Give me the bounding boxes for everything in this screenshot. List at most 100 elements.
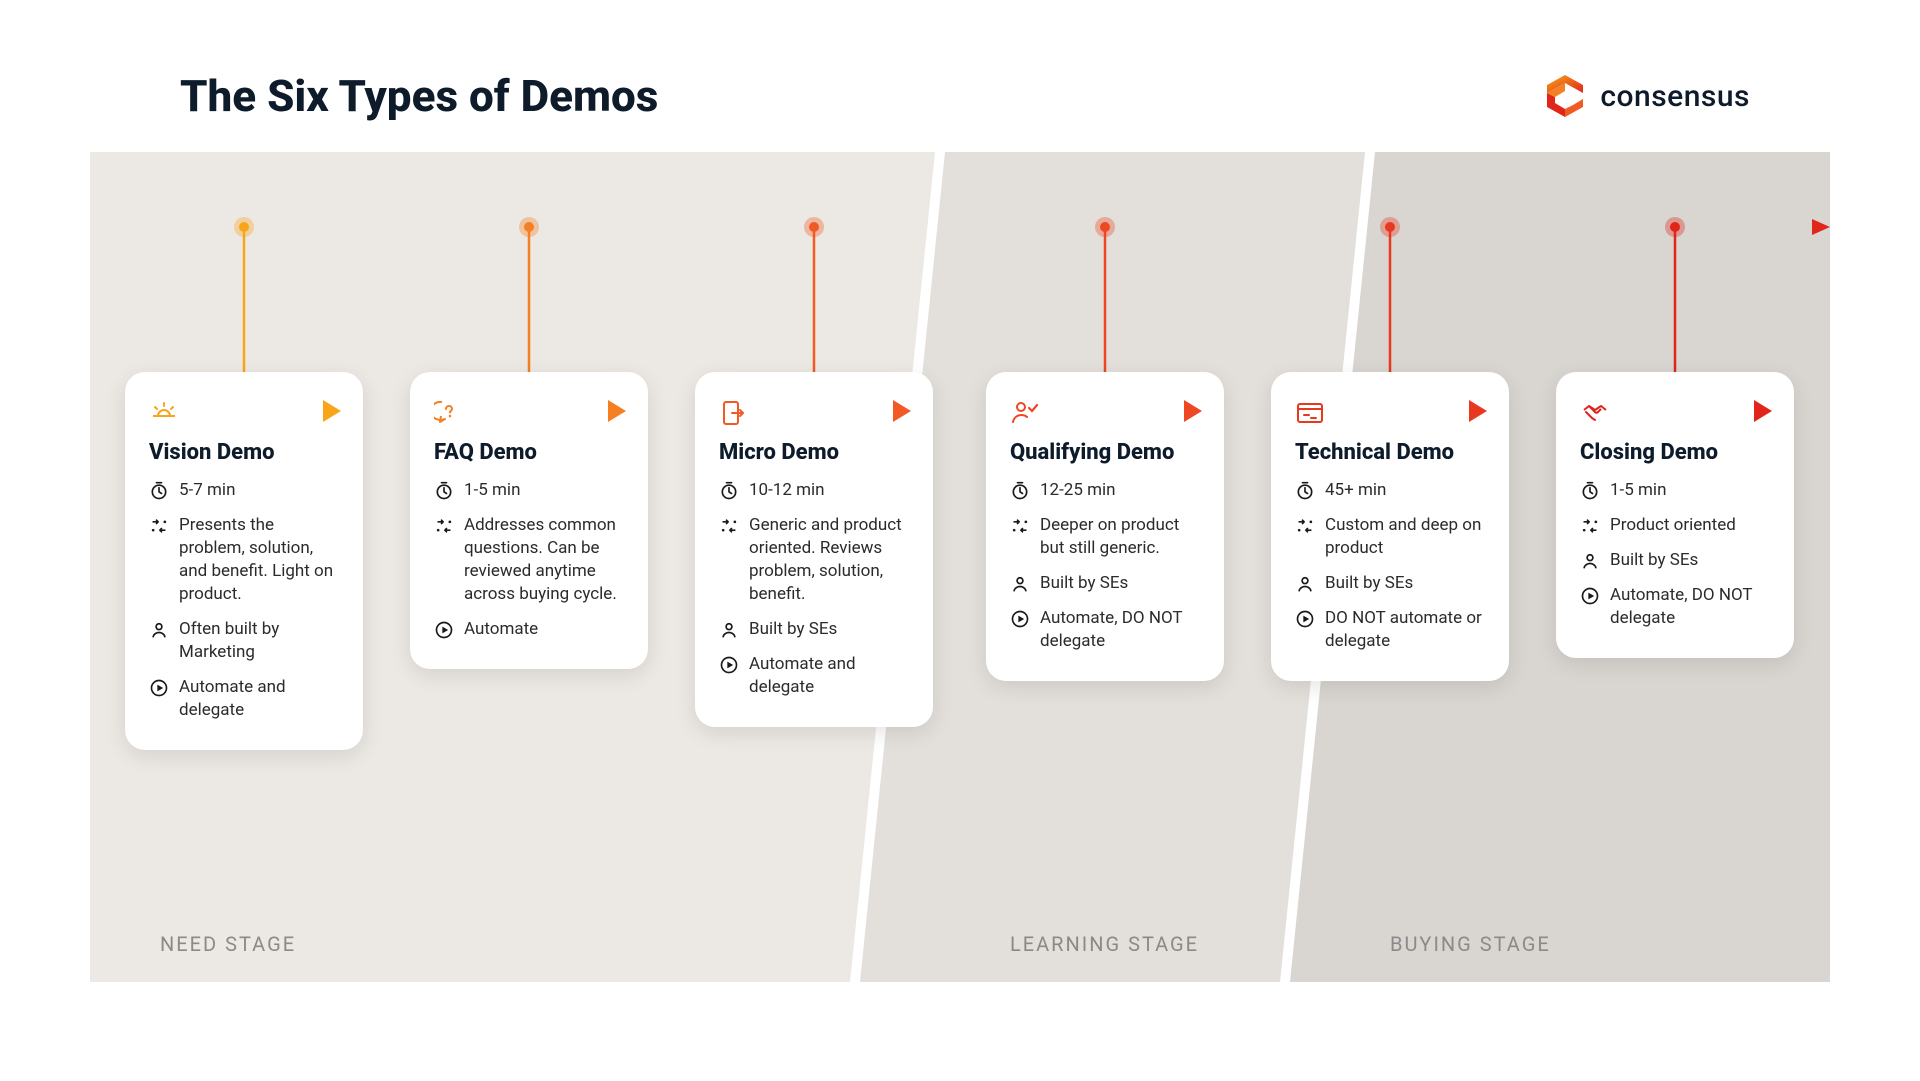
demo-card-5: Closing Demo 1-5 min Product oriented Built… xyxy=(1556,372,1794,658)
card-head xyxy=(719,398,911,432)
demo-card-2: Micro Demo 10-12 min Generic and product o… xyxy=(695,372,933,727)
card-row-text: Often built by Marketing xyxy=(179,618,341,664)
card-row: Presents the problem, solution, and bene… xyxy=(149,514,341,606)
play-icon xyxy=(1184,400,1202,422)
card-wrap-5: Closing Demo 1-5 min Product oriented Built… xyxy=(1556,372,1794,658)
timeline-node-halo-2 xyxy=(804,217,824,237)
card-wrap-1: FAQ Demo 1-5 min Addresses common question… xyxy=(410,372,648,669)
card-row: Built by SEs xyxy=(1580,549,1772,572)
brand-mark-icon xyxy=(1542,73,1588,119)
card-row-text: Deeper on product but still generic. xyxy=(1040,514,1202,560)
diagram-canvas: NEED STAGELEARNING STAGEBUYING STAGE Vis… xyxy=(90,152,1830,982)
sunrise-icon xyxy=(149,398,179,428)
brand-logo: consensus xyxy=(1542,73,1750,119)
card-row-text: Built by SEs xyxy=(1610,549,1772,572)
card-row: Addresses common questions. Can be revie… xyxy=(434,514,626,606)
scope-icon xyxy=(1010,516,1030,536)
automation-icon xyxy=(1580,586,1600,606)
card-row: Automate, DO NOT delegate xyxy=(1580,584,1772,630)
card-row: Built by SEs xyxy=(1010,572,1202,595)
timeline-node-halo-3 xyxy=(1095,217,1115,237)
card-row: Built by SEs xyxy=(719,618,911,641)
play-icon xyxy=(323,400,341,422)
timeline-node-halo-5 xyxy=(1665,217,1685,237)
stage-label-2: BUYING STAGE xyxy=(1390,932,1551,956)
card-title: Closing Demo xyxy=(1580,440,1772,465)
card-row: Custom and deep on product xyxy=(1295,514,1487,560)
card-row-text: DO NOT automate or delegate xyxy=(1325,607,1487,653)
card-head xyxy=(1295,398,1487,432)
timeline-node-2 xyxy=(809,222,819,232)
card-row-text: Built by SEs xyxy=(749,618,911,641)
card-row: Generic and product oriented. Reviews pr… xyxy=(719,514,911,606)
card-row: 12-25 min xyxy=(1010,479,1202,502)
timer-icon xyxy=(434,481,454,501)
card-wrap-4: Technical Demo45+ minCustom and deep on … xyxy=(1271,372,1509,681)
timeline-node-1 xyxy=(524,222,534,232)
card-title: FAQ Demo xyxy=(434,440,626,465)
card-wrap-3: Qualifying Demo 12-25 min Deeper on produc… xyxy=(986,372,1224,681)
automation-icon xyxy=(434,620,454,640)
card-row-text: 12-25 min xyxy=(1040,479,1202,502)
card-row-text: Product oriented xyxy=(1610,514,1772,537)
timer-icon xyxy=(149,481,169,501)
card-title: Vision Demo xyxy=(149,440,341,465)
card-wrap-0: Vision Demo 5-7 min Presents the problem, … xyxy=(125,372,363,750)
card-head xyxy=(1010,398,1202,432)
demo-card-3: Qualifying Demo 12-25 min Deeper on produc… xyxy=(986,372,1224,681)
page-title: The Six Types of Demos xyxy=(180,70,658,122)
scope-icon xyxy=(434,516,454,536)
card-row: Product oriented xyxy=(1580,514,1772,537)
person-icon xyxy=(149,620,169,640)
timeline-node-halo-0 xyxy=(234,217,254,237)
handshake-icon xyxy=(1580,398,1610,428)
card-head xyxy=(149,398,341,432)
card-row-text: 45+ min xyxy=(1325,479,1487,502)
card-row: 10-12 min xyxy=(719,479,911,502)
card-row-text: 1-5 min xyxy=(1610,479,1772,502)
card-row: Automate, DO NOT delegate xyxy=(1010,607,1202,653)
card-row: 1-5 min xyxy=(434,479,626,502)
timeline-node-3 xyxy=(1100,222,1110,232)
play-icon xyxy=(608,400,626,422)
user-check-icon xyxy=(1010,398,1040,428)
automation-icon xyxy=(1010,609,1030,629)
stage-label-0: NEED STAGE xyxy=(160,932,296,956)
card-row-text: Automate xyxy=(464,618,626,641)
card-title: Qualifying Demo xyxy=(1010,440,1202,465)
person-icon xyxy=(719,620,739,640)
person-icon xyxy=(1295,574,1315,594)
card-row-text: Built by SEs xyxy=(1040,572,1202,595)
card-row: 1-5 min xyxy=(1580,479,1772,502)
play-icon xyxy=(893,400,911,422)
demo-card-1: FAQ Demo 1-5 min Addresses common question… xyxy=(410,372,648,669)
automation-icon xyxy=(149,678,169,698)
question-icon xyxy=(434,398,464,428)
card-row-text: 5-7 min xyxy=(179,479,341,502)
scope-icon xyxy=(149,516,169,536)
brand-name: consensus xyxy=(1600,79,1750,114)
export-icon xyxy=(719,398,749,428)
browser-icon xyxy=(1295,398,1325,428)
card-row-text: 10-12 min xyxy=(749,479,911,502)
demo-card-4: Technical Demo45+ minCustom and deep on … xyxy=(1271,372,1509,681)
card-row-text: Automate and delegate xyxy=(749,653,911,699)
automation-icon xyxy=(1295,609,1315,629)
scope-icon xyxy=(1580,516,1600,536)
timeline-node-4 xyxy=(1385,222,1395,232)
card-row: 45+ min xyxy=(1295,479,1487,502)
card-row-text: Automate and delegate xyxy=(179,676,341,722)
timeline-node-0 xyxy=(239,222,249,232)
person-icon xyxy=(1010,574,1030,594)
card-row-text: Generic and product oriented. Reviews pr… xyxy=(749,514,911,606)
timer-icon xyxy=(719,481,739,501)
card-row: Automate and delegate xyxy=(719,653,911,699)
timeline-node-5 xyxy=(1670,222,1680,232)
card-row-text: Automate, DO NOT delegate xyxy=(1040,607,1202,653)
timeline-node-halo-1 xyxy=(519,217,539,237)
play-icon xyxy=(1469,400,1487,422)
timeline-node-halo-4 xyxy=(1380,217,1400,237)
person-icon xyxy=(1580,551,1600,571)
card-title: Micro Demo xyxy=(719,440,911,465)
card-row: Automate xyxy=(434,618,626,641)
